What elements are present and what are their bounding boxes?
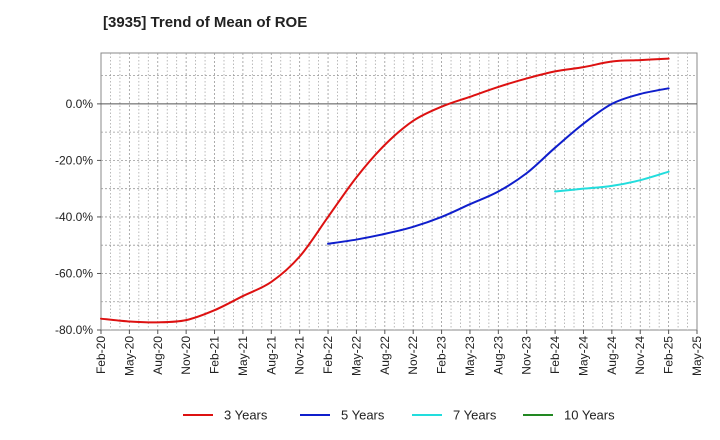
legend-label-3-years: 3 Years (224, 408, 268, 423)
x-tick-label: Feb-22 (321, 336, 335, 374)
x-tick-label: Feb-20 (94, 336, 108, 374)
x-tick-label: May-25 (690, 336, 704, 376)
x-tick-label: Feb-24 (548, 336, 562, 374)
x-tick-label: Aug-20 (151, 336, 165, 375)
y-tick-label: -60.0% (55, 266, 93, 280)
legend: 3 Years 5 Years 7 Years 10 Years (183, 408, 615, 423)
x-tick-label: Aug-23 (491, 336, 505, 375)
y-tick-label: 0.0% (66, 97, 94, 111)
series-line-7-years (554, 170, 670, 193)
grid (100, 52, 698, 331)
x-tick-label: Nov-21 (293, 336, 307, 375)
x-tick-label: Aug-22 (378, 336, 392, 375)
x-tick-label: May-23 (463, 336, 477, 376)
x-tick-label: Nov-20 (179, 336, 193, 375)
x-tick-label: May-21 (236, 336, 250, 376)
x-tick-label: Feb-25 (662, 336, 676, 374)
legend-label-5-years: 5 Years (341, 408, 385, 423)
y-tick-label: -20.0% (55, 153, 93, 167)
x-tick-label: May-20 (122, 336, 136, 376)
chart-title: [3935] Trend of Mean of ROE (103, 14, 308, 31)
plot-area (100, 52, 698, 331)
x-tick-label: Feb-23 (435, 336, 449, 374)
x-tick-label: Aug-21 (264, 336, 278, 375)
legend-label-10-years: 10 Years (564, 408, 615, 423)
x-tick-label: Feb-21 (208, 336, 222, 374)
x-tick-label: Nov-23 (520, 336, 534, 375)
x-tick-label: Aug-24 (605, 336, 619, 375)
legend-label-7-years: 7 Years (453, 408, 497, 423)
y-tick-label: -40.0% (55, 210, 93, 224)
series (100, 57, 670, 324)
x-tick-label: May-24 (576, 336, 590, 376)
series-line-5-years (327, 87, 670, 245)
y-tick-label: -80.0% (55, 323, 93, 337)
axes: 0.0% -20.0% -40.0% -60.0% -80.0%Feb-20 May-20… (55, 97, 704, 376)
x-tick-label: Nov-22 (406, 336, 420, 375)
x-tick-label: Nov-24 (633, 336, 647, 375)
x-tick-label: May-22 (349, 336, 363, 376)
series-line-3-years (100, 57, 670, 324)
